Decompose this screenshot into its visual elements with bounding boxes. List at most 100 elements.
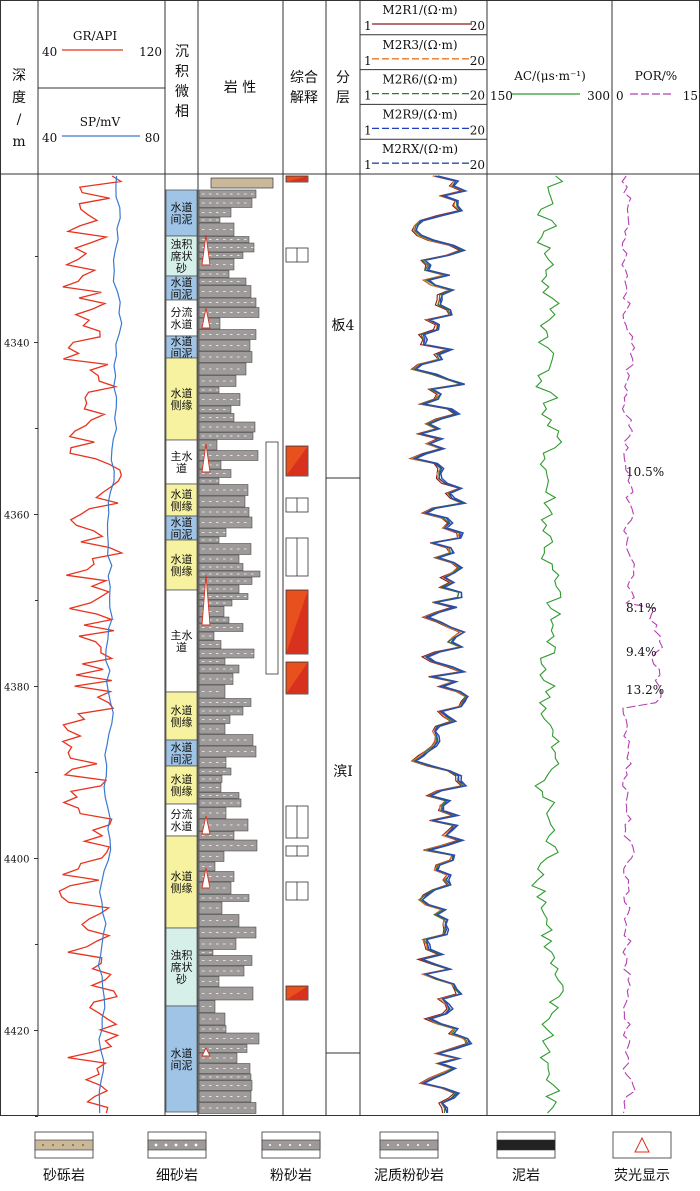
lithology-bed: [198, 242, 255, 253]
sp-label: SP/mV: [80, 115, 121, 129]
legend-swatch: [496, 1139, 556, 1151]
lithology-bed: [198, 563, 244, 571]
res-min: 1: [364, 123, 372, 137]
legend-label: 泥岩: [512, 1168, 540, 1184]
facies-label: 间泥: [171, 288, 193, 301]
lithology-bed: [198, 745, 257, 758]
legend-swatch-dot: [194, 1143, 198, 1147]
legend-swatch-dot: [62, 1144, 64, 1146]
facies-block: [165, 299, 198, 337]
lithology-bed: [198, 684, 226, 699]
res-label: M2R9/(Ω·m): [382, 107, 457, 121]
depth-header-char: /: [17, 112, 22, 128]
lithology-bed: [198, 307, 260, 318]
lithology-bed: [198, 1032, 260, 1045]
facies-block: [165, 765, 198, 805]
lithology-gravel-bed: [210, 177, 274, 189]
lithology-bed: [198, 405, 232, 414]
res-label: M2R6/(Ω·m): [382, 73, 457, 87]
layer-header-char: 分: [336, 70, 350, 86]
legend-swatch-dot: [184, 1143, 188, 1147]
gr-max: 120: [139, 45, 162, 59]
legend-swatch-dot: [42, 1144, 44, 1146]
facies-label: 水道: [171, 275, 193, 289]
lithology-bed: [198, 623, 244, 632]
lithology-bed: [198, 767, 232, 776]
facies-block: [165, 539, 198, 591]
resistivity-curve: [413, 175, 473, 1113]
facies-label: 分流: [171, 807, 193, 821]
lithology-bed: [198, 1025, 227, 1033]
facies-block: [165, 439, 198, 485]
facies-label: 水道: [171, 740, 193, 754]
depth-tick-label: 4400: [4, 855, 29, 866]
lithology-bed: [198, 421, 256, 433]
lithology-bed: [198, 297, 257, 308]
lithology-bed: [198, 706, 244, 716]
outer-border: [0, 0, 700, 1116]
gr-sp-track: [58, 175, 124, 1114]
ac-min: 150: [490, 89, 513, 103]
lithology-bed: [198, 393, 241, 406]
res-min: 1: [364, 158, 372, 172]
facies-label: 水道: [171, 200, 193, 214]
lithology-bed: [198, 432, 254, 440]
facies-label: 侧缘: [171, 882, 193, 895]
fluorescence-marker: [201, 307, 211, 329]
layer-track: 板4 滨Ⅰ: [326, 318, 360, 1054]
facies-label: 侧缘: [171, 399, 193, 412]
facies-block: [165, 589, 198, 693]
legend: 砂砾岩 细砂岩 粉砂岩 泥质粉砂岩 泥岩 荧光显示: [34, 1131, 672, 1184]
legend-swatch-dot: [82, 1144, 84, 1146]
fluorescence-marker: [201, 574, 211, 626]
resistivity-curve: [409, 175, 470, 1114]
facies-label: 侧缘: [171, 785, 193, 798]
gr-curve: [58, 175, 124, 1114]
interpretation-fill: [286, 446, 308, 476]
lithology-bed: [198, 986, 254, 1001]
interpretation-fill: [286, 662, 308, 694]
legend-swatch-dot: [52, 1144, 54, 1146]
facies-label: 道: [176, 640, 187, 654]
facies-label: 间泥: [171, 528, 193, 541]
legend-swatch-dot: [309, 1144, 311, 1146]
facies-label: 主水: [171, 450, 193, 463]
legend-swatch-dot: [427, 1144, 429, 1146]
lithology-bed: [198, 1000, 216, 1013]
facies-label: 水道: [171, 819, 193, 833]
lithology-bed: [198, 277, 247, 286]
facies-label: 道: [176, 461, 187, 475]
legend-swatch-dot: [299, 1144, 301, 1146]
legend-swatch-dot: [269, 1144, 271, 1146]
facies-label: 水道: [171, 772, 193, 786]
resistivity-track: [408, 175, 473, 1114]
ac-curve: [531, 175, 564, 1114]
layer-header-char: 层: [336, 90, 350, 106]
depth-tick-label: 4420: [4, 1027, 29, 1038]
ac-label: AC/(μs·m⁻¹): [513, 69, 586, 83]
lithology-bed: [198, 528, 227, 537]
legend-swatch-dot: [154, 1143, 158, 1147]
por-max: 15: [683, 89, 698, 103]
layer-name: 滨Ⅰ: [333, 764, 353, 780]
facies-label: 水道: [171, 552, 193, 566]
res-max: 20: [470, 19, 485, 33]
legend-swatch-dot: [407, 1144, 409, 1146]
por-value-label: 10.5%: [626, 465, 664, 479]
lithology-bed: [198, 715, 231, 724]
fluorescence-marker: [201, 867, 211, 889]
depth-header-char: 度: [12, 90, 26, 106]
lithology-bed: [198, 839, 258, 852]
facies-label: 间泥: [171, 753, 193, 766]
lithology-bed: [198, 495, 246, 508]
lithology-bed: [198, 965, 245, 977]
por-curve: [621, 175, 664, 1114]
facies-label: 水道: [171, 386, 193, 400]
lithology-bed: [198, 914, 240, 927]
legend-swatch-dot: [289, 1144, 291, 1146]
facies-block: [165, 483, 198, 517]
interp-header-line: 解释: [290, 90, 318, 106]
lithology-bed: [198, 949, 214, 956]
facies-block: [165, 357, 198, 441]
legend-label: 粉砂岩: [270, 1168, 312, 1184]
